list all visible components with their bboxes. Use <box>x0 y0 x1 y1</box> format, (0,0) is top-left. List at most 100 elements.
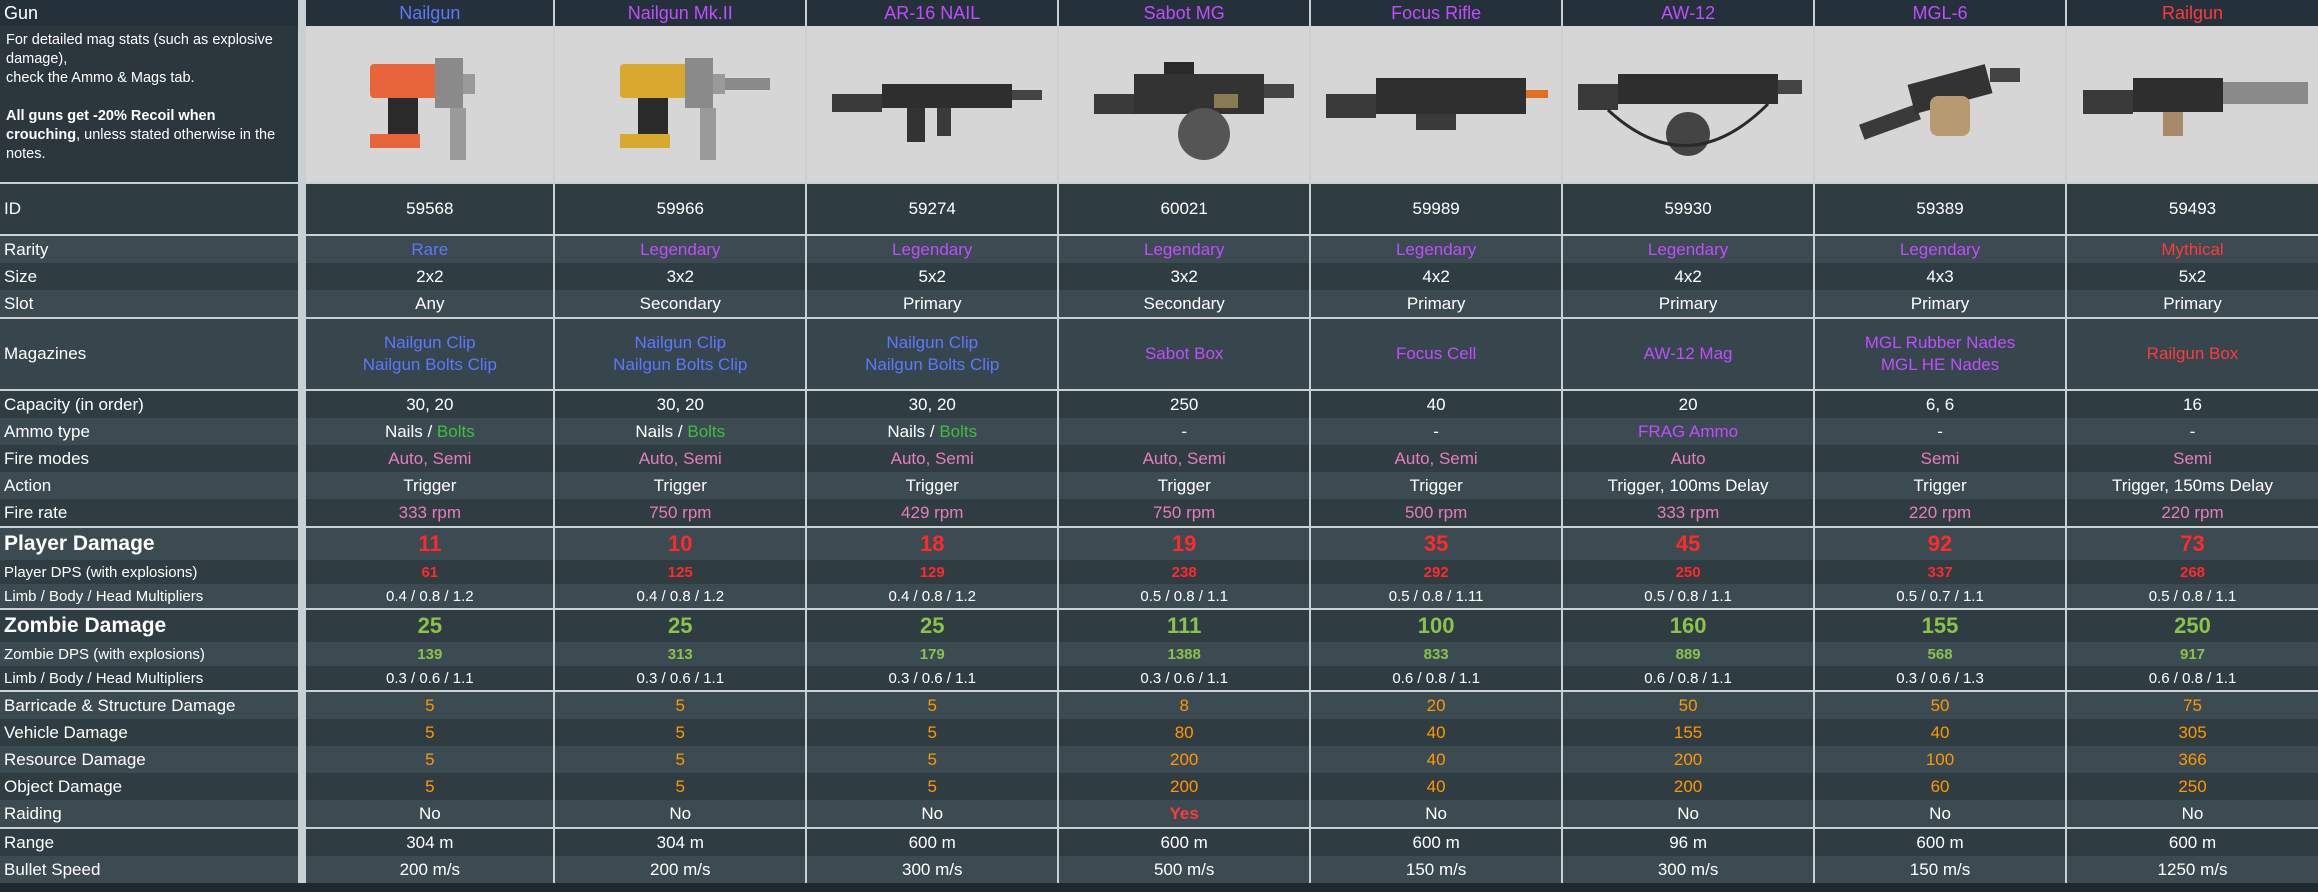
stat-value: 25 <box>302 608 556 642</box>
stat-row: Object Damage 5 5 5 200 40 200 60 250 <box>0 773 2318 800</box>
stat-value: 0.5 / 0.8 / 1.1 <box>2066 584 2318 609</box>
stat-value: Focus Cell <box>1310 317 1564 390</box>
stat-value: 333 rpm <box>1562 499 1816 527</box>
stat-label: Capacity (in order) <box>0 389 307 418</box>
stat-value: - <box>1814 418 2068 445</box>
stat-value: 568 <box>1814 642 2068 666</box>
stat-value: 59966 <box>554 182 808 235</box>
stat-value: 200 <box>1562 773 1816 800</box>
gun-name-5: AW-12 <box>1562 0 1816 26</box>
stat-value: 0.5 / 0.8 / 1.1 <box>1562 584 1816 609</box>
stat-value: 0.4 / 0.8 / 1.2 <box>806 584 1060 609</box>
stat-value: 250 <box>2066 608 2318 642</box>
stat-value: 220 rpm <box>1814 499 2068 527</box>
stat-label: Zombie Damage <box>0 608 307 642</box>
gun-image-2 <box>806 26 1060 183</box>
stat-value: Yes <box>1058 800 1312 828</box>
stat-label: Ammo type <box>0 418 307 445</box>
stat-value: 75 <box>2066 690 2318 719</box>
stat-value: - <box>2066 418 2318 445</box>
stat-value: 0.3 / 0.6 / 1.1 <box>302 666 556 691</box>
stat-label: Fire rate <box>0 499 307 527</box>
stat-value: Legendary <box>1562 234 1816 263</box>
ammo-nails: Nails / <box>635 421 688 441</box>
stat-value: Auto, Semi <box>1058 445 1312 472</box>
note-bold: All guns get -20% Recoil when crouching <box>6 108 216 143</box>
stat-value: 5 <box>806 719 1060 746</box>
gun-image-0 <box>302 26 556 183</box>
stat-value: 73 <box>2066 526 2318 560</box>
stat-value: 59989 <box>1310 182 1564 235</box>
gun-name-4: Focus Rifle <box>1310 0 1564 26</box>
gun-image-6 <box>1814 26 2068 183</box>
stat-value: 220 rpm <box>2066 499 2318 527</box>
stat-value: Secondary <box>1058 290 1312 318</box>
stat-value: Legendary <box>806 234 1060 263</box>
stat-value: 268 <box>2066 560 2318 584</box>
stat-label: Player Damage <box>0 526 307 560</box>
stat-value: 155 <box>1562 719 1816 746</box>
stat-value: Rare <box>302 234 556 263</box>
stat-value: 160 <box>1562 608 1816 642</box>
stat-value: - <box>1310 418 1564 445</box>
ammo-type: FRAG Ammo <box>1638 421 1739 441</box>
stat-value: 0.5 / 0.8 / 1.1 <box>1058 584 1312 609</box>
stat-value: Mythical <box>2066 234 2318 263</box>
stat-value: 150 m/s <box>1310 856 1564 883</box>
gun-image-5 <box>1562 26 1816 183</box>
stat-value: Auto, Semi <box>554 445 808 472</box>
stat-value: 92 <box>1814 526 2068 560</box>
stat-value: No <box>1310 800 1564 828</box>
stat-value: 200 <box>1058 746 1312 773</box>
stat-value: MGL Rubber Nades MGL HE Nades <box>1814 317 2068 390</box>
stat-row: Bullet Speed 200 m/s 200 m/s 300 m/s 500 m/s… <box>0 856 2318 883</box>
stat-value: 238 <box>1058 560 1312 584</box>
stat-value: 45 <box>1562 526 1816 560</box>
stat-value: 129 <box>806 560 1060 584</box>
stat-value: 20 <box>1310 690 1564 719</box>
ammo-type: - <box>2189 421 2196 441</box>
stat-value: 200 <box>1562 746 1816 773</box>
stat-value: 59274 <box>806 182 1060 235</box>
stat-row: Player Damage 11 10 18 19 35 45 92 73 <box>0 526 2318 560</box>
gun-image-1 <box>554 26 808 183</box>
stat-value: 5 <box>806 690 1060 719</box>
magazine-name: Nailgun Bolts Clip <box>865 355 1000 374</box>
stat-value: No <box>1814 800 2068 828</box>
stat-value: 250 <box>2066 773 2318 800</box>
stat-value: 0.4 / 0.8 / 1.2 <box>302 584 556 609</box>
stat-value: Auto, Semi <box>302 445 556 472</box>
stat-value: 80 <box>1058 719 1312 746</box>
stat-value: 300 m/s <box>806 856 1060 883</box>
stat-value: 5x2 <box>806 263 1060 290</box>
stat-row: Zombie DPS (with explosions) 139 313 179 138… <box>0 642 2318 666</box>
stat-value: Trigger <box>302 472 556 499</box>
stat-value: 750 rpm <box>1058 499 1312 527</box>
stat-value: 59568 <box>302 182 556 235</box>
stat-value: Auto, Semi <box>806 445 1060 472</box>
stat-label: Rarity <box>0 234 307 263</box>
stat-value: Nails / Bolts <box>302 418 556 445</box>
ammo-nails: Nails / <box>384 421 437 441</box>
gun-name-1: Nailgun Mk.II <box>554 0 808 26</box>
stat-value: 40 <box>1310 719 1564 746</box>
stat-value: 5 <box>554 719 808 746</box>
stat-value: 20 <box>1562 389 1816 418</box>
stat-value: 304 m <box>554 827 808 856</box>
stat-value: 25 <box>806 608 1060 642</box>
magazine-name: Sabot Box <box>1144 344 1224 363</box>
stat-value: Legendary <box>1814 234 2068 263</box>
stat-value: Semi <box>2066 445 2318 472</box>
stat-value: 5 <box>302 719 556 746</box>
stat-value: 750 rpm <box>554 499 808 527</box>
stat-value: 500 m/s <box>1058 856 1312 883</box>
stat-value: 600 m <box>1058 827 1312 856</box>
gun-name-3: Sabot MG <box>1058 0 1312 26</box>
stat-value: 0.3 / 0.6 / 1.1 <box>554 666 808 691</box>
gun-image-7 <box>2066 26 2318 183</box>
stat-row: Fire modes Auto, Semi Auto, Semi Auto, Semi… <box>0 445 2318 472</box>
stat-value: Primary <box>2066 290 2318 318</box>
stat-value: 2x2 <box>302 263 556 290</box>
stat-value: 11 <box>302 526 556 560</box>
stat-value: 333 rpm <box>302 499 556 527</box>
